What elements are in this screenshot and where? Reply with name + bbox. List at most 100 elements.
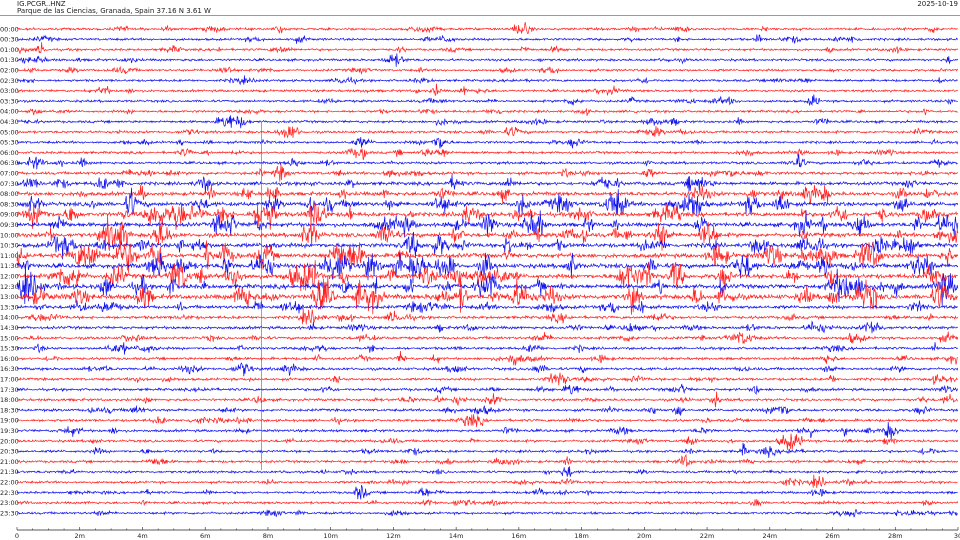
trace-row-19:00 (16, 414, 958, 428)
x-tick-label: 30 (954, 532, 960, 540)
row-label: 06:00 (0, 149, 19, 157)
x-tick-label: 22m (700, 532, 715, 540)
trace-row-17:30 (16, 383, 959, 395)
x-tick-label: 18m (574, 532, 589, 540)
trace-row-14:30 (16, 320, 959, 334)
row-label: 15:30 (0, 345, 19, 353)
trace-row-20:30 (16, 442, 959, 458)
row-label: 06:30 (0, 159, 19, 167)
trace-row-05:30 (16, 137, 959, 149)
trace-row-07:00 (16, 164, 958, 182)
row-label: 12:30 (0, 283, 19, 291)
x-tick-label: 8m (263, 532, 273, 540)
trace-row-15:30 (16, 342, 959, 355)
trace-row-02:30 (16, 75, 958, 86)
row-label: 13:30 (0, 303, 19, 311)
row-label: 05:00 (0, 128, 19, 136)
trace-row-18:30 (16, 405, 959, 416)
row-label: 01:30 (0, 56, 19, 64)
trace-row-13:00 (16, 276, 959, 315)
station-code: IG.PCGR..HNZ (17, 0, 66, 8)
trace-row-01:30 (16, 53, 959, 67)
date-label: 2025-10-19 (917, 0, 958, 8)
row-label: 08:30 (0, 200, 19, 208)
row-label: 15:00 (0, 334, 19, 342)
row-label: 09:00 (0, 211, 19, 219)
row-label: 01:00 (0, 46, 19, 54)
row-label: 11:00 (0, 252, 19, 260)
row-label: 22:30 (0, 489, 19, 497)
row-label: 10:30 (0, 242, 19, 250)
row-label: 21:30 (0, 468, 19, 476)
trace-row-13:30 (16, 300, 958, 314)
x-tick-label: 26m (825, 532, 840, 540)
trace-row-12:30 (16, 263, 959, 306)
row-label: 11:30 (0, 262, 19, 270)
row-label: 21:00 (0, 458, 19, 466)
x-tick-label: 12m (386, 532, 401, 540)
trace-row-09:00 (16, 202, 959, 230)
x-tick-label: 28m (888, 532, 903, 540)
x-tick-label: 14m (449, 532, 464, 540)
row-label: 17:30 (0, 386, 19, 394)
row-label: 07:00 (0, 170, 19, 178)
x-tick-label: 10m (323, 532, 338, 540)
trace-row-03:30 (16, 94, 958, 107)
x-tick-label: 0 (15, 532, 19, 540)
trace-row-02:00 (16, 65, 959, 75)
x-tick-label: 20m (637, 532, 652, 540)
trace-row-10:00 (17, 215, 959, 251)
trace-row-22:00 (17, 474, 958, 489)
row-label: 00:00 (0, 25, 19, 33)
trace-row-16:30 (16, 362, 959, 377)
trace-row-11:00 (16, 240, 959, 274)
trace-row-07:30 (16, 174, 959, 193)
row-label: 17:00 (0, 376, 19, 384)
x-tick-label: 2m (74, 532, 84, 540)
trace-row-19:30 (16, 421, 959, 441)
row-label: 23:30 (0, 509, 19, 517)
row-label: 10:00 (0, 231, 19, 239)
row-label: 13:00 (0, 293, 19, 301)
row-label: 04:30 (0, 118, 19, 126)
row-label: 16:00 (0, 355, 19, 363)
trace-row-22:30 (16, 484, 958, 500)
trace-row-14:00 (16, 308, 959, 325)
header-divider (0, 15, 960, 16)
trace-row-01:00 (16, 42, 959, 55)
row-label: 20:30 (0, 448, 19, 456)
trace-row-12:00 (16, 260, 958, 292)
trace-row-23:00 (16, 498, 959, 507)
row-label: 02:30 (0, 77, 19, 85)
row-label: 14:00 (0, 314, 19, 322)
trace-row-08:00 (16, 184, 959, 205)
x-tick-label: 4m (137, 532, 147, 540)
trace-row-20:00 (16, 433, 959, 450)
row-label: 09:30 (0, 221, 19, 229)
row-label: 03:30 (0, 97, 19, 105)
trace-row-05:00 (16, 125, 959, 139)
row-label: 02:00 (0, 67, 19, 75)
trace-row-16:00 (16, 350, 958, 366)
row-label: 18:00 (0, 396, 19, 404)
trace-row-10:30 (16, 231, 959, 260)
row-label: 00:30 (0, 36, 19, 44)
trace-row-18:00 (16, 391, 959, 408)
trace-row-06:00 (16, 147, 959, 161)
row-label: 16:30 (0, 365, 19, 373)
trace-row-03:00 (16, 83, 958, 97)
row-label: 07:30 (0, 180, 19, 188)
row-label: 03:00 (0, 87, 19, 95)
x-tick-label: 16m (512, 532, 527, 540)
trace-row-04:00 (16, 108, 958, 116)
trace-row-08:30 (16, 187, 959, 216)
row-label: 18:30 (0, 406, 19, 414)
row-label: 23:00 (0, 499, 19, 507)
x-tick-label: 24m (762, 532, 777, 540)
trace-row-21:30 (16, 466, 958, 477)
row-label: 04:00 (0, 108, 19, 116)
trace-row-06:30 (16, 153, 958, 170)
x-tick-label: 6m (200, 532, 210, 540)
row-label: 19:00 (0, 417, 19, 425)
